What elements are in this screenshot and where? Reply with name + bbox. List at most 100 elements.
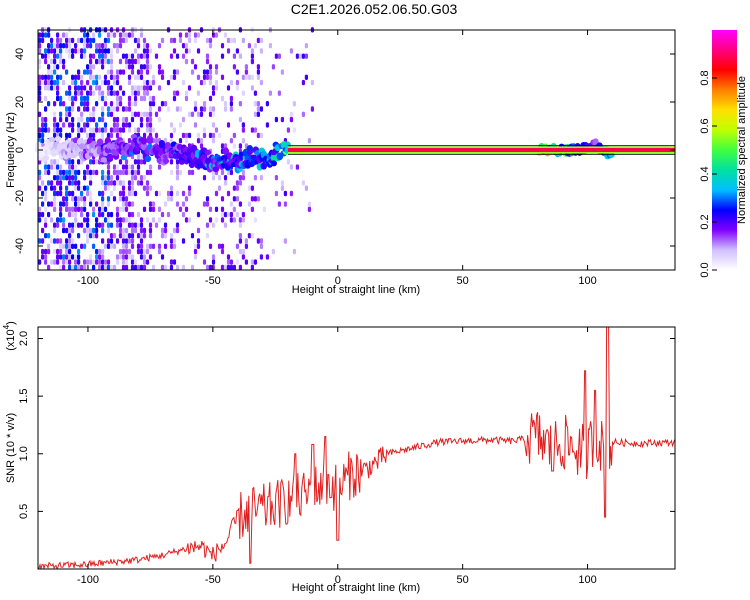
spectrogram-cell [53,101,57,107]
spectrogram-cell [241,90,245,96]
spectrogram-cell [163,201,168,207]
spectrogram-cell [56,164,60,170]
spectrogram-cell [130,254,135,260]
spectrogram-cell [310,106,314,112]
spectrogram-cell [121,254,126,260]
spectrogram-cell [142,43,147,49]
spectrogram-cell [184,90,189,96]
spectrogram-cell [127,233,132,239]
spectrogram-cell [154,111,159,117]
spectrogram-cell [172,127,177,133]
spectrogram-cell [68,227,72,234]
spectrogram-cell [50,43,54,49]
spectrogram-cell [95,233,99,239]
spectrogram-cell [89,201,93,207]
spectrogram-cell [89,227,93,234]
spectrogram-cell [112,196,117,202]
spectrogram-cell [196,132,201,139]
spectrogram-cell [139,64,144,70]
spectrogram-cell [44,248,48,255]
spectrogram-cell [256,37,260,44]
spectrogram-cell [41,37,45,44]
spectrogram-cell [238,180,242,186]
spectrogram-cell [157,164,162,170]
spectrogram-cell [127,180,132,186]
spectrogram-cell [148,201,153,207]
spectrogram-cell [44,58,48,65]
spectrogram-cell [193,32,198,38]
spectrogram-cell [145,169,150,176]
spectrogram-cell [124,106,129,112]
spectrogram-cell [98,32,102,38]
spectrogram-cell [86,69,90,75]
spectrogram-cell [74,259,78,265]
spectrogram-cell [83,185,87,191]
spectrogram-cell [130,175,135,181]
spectrogram-cell [56,217,60,223]
spectrogram-cell [38,48,42,54]
spectrogram-cell [232,143,236,149]
spectrogram-cell [283,238,287,244]
spectrogram-cell [127,74,132,80]
spectrogram-cell [68,48,72,54]
spectrogram-cell [202,127,207,133]
spectrogram-cell [238,53,242,59]
spectrogram-cell [211,222,216,228]
spectrogram-cell [71,206,75,212]
spectrogram-cell [77,264,81,271]
spectrogram-cell [101,43,105,49]
spectrogram-cell [151,74,156,80]
spectrogram-cell [265,122,269,128]
spectrogram-cell [223,222,228,228]
spectrogram-cell [208,106,213,112]
spectrogram-cell [130,233,135,239]
spectrogram-cell [95,101,99,107]
spectrogram-cell [106,69,111,75]
spectrogram-cell [175,190,180,197]
spectrogram-cell [223,180,228,186]
spectrogram-cell [101,222,105,228]
spectrogram-cell [41,190,45,197]
spectrogram-cell [196,211,201,218]
spectrogram-y-tick-label: -20 [14,190,26,206]
spectrogram-cell [226,37,231,44]
spectrogram-cell [103,53,108,59]
spectrogram-cell [133,48,138,54]
spectrogram-cell [226,254,231,260]
spectrogram-cell [121,164,126,170]
spectrogram-cell [148,79,153,86]
spectrogram-cell [101,248,105,255]
spectrogram-cell [101,127,105,133]
spectrogram-cell [193,64,198,70]
spectrogram-cell [83,69,87,75]
snr-x-tick-label: 0 [335,574,341,586]
spectrogram-cell [139,32,144,38]
spectrogram-cell [211,132,216,139]
spectrogram-cell [38,43,42,49]
spectrogram-cell [235,211,239,218]
spectrogram-cell [71,175,75,181]
spectrogram-cell [83,32,87,38]
spectrogram-cell [59,74,63,80]
spectrogram-cell [196,32,201,38]
spectrogram-cell [136,53,141,59]
spectrogram-cell [205,53,210,59]
spectrogram-cell [98,43,102,49]
spectrogram-cell [205,233,210,239]
spectrogram-cell [169,169,174,176]
spectrogram-cell [133,85,138,91]
spectrogram-x-tick-label: 0 [335,275,341,287]
spectrogram-cell [53,127,57,133]
spectrogram-cell [106,238,111,244]
spectrogram-cell [157,217,162,223]
spectrogram-cell [121,201,126,207]
spectrogram-cell [77,48,81,54]
spectrogram-cell [145,69,150,75]
spectrogram-cell [127,190,132,197]
spectrogram-cell [184,48,189,54]
spectrogram-cell [130,211,135,218]
spectrogram-cell [241,217,245,223]
spectrogram-cell [80,37,84,44]
spectrogram-cell [77,196,81,202]
spectrogram-cell [133,222,138,228]
